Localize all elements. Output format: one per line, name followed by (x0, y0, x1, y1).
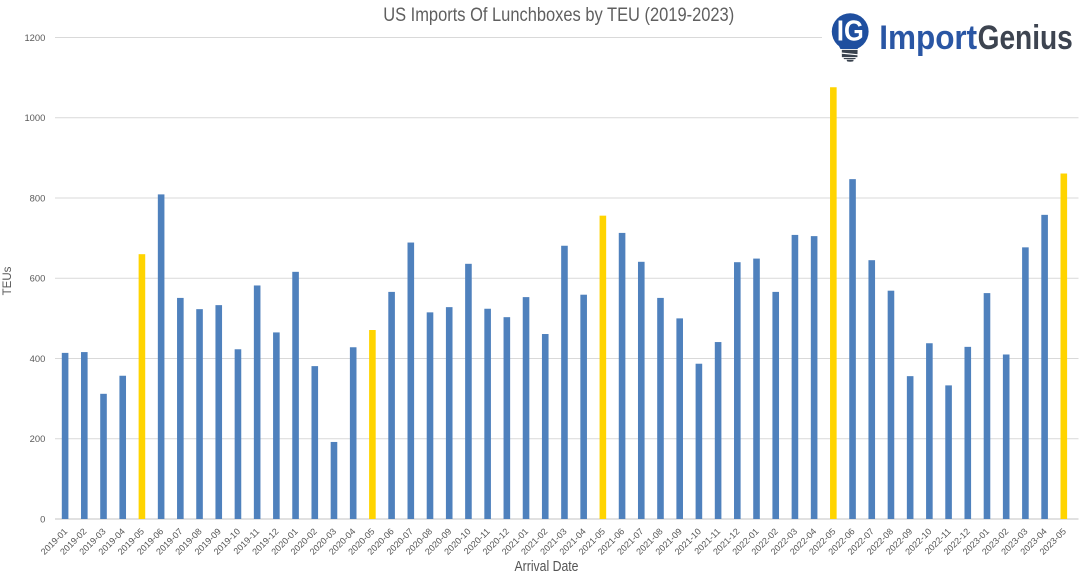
svg-text:1000: 1000 (24, 112, 45, 123)
svg-text:200: 200 (30, 433, 46, 444)
svg-text:Import: Import (879, 19, 977, 57)
svg-text:IG: IG (837, 16, 864, 48)
svg-text:Arrival Date: Arrival Date (515, 559, 579, 574)
svg-text:600: 600 (30, 273, 46, 284)
svg-text:Genius: Genius (978, 19, 1073, 57)
svg-text:1200: 1200 (24, 32, 45, 43)
svg-text:TEUs: TEUs (2, 266, 14, 295)
svg-text:US Imports Of Lunchboxes by TE: US Imports Of Lunchboxes by TEU (2019-20… (383, 5, 734, 26)
svg-text:0: 0 (40, 513, 45, 524)
svg-text:400: 400 (30, 353, 46, 364)
svg-text:800: 800 (30, 192, 46, 203)
